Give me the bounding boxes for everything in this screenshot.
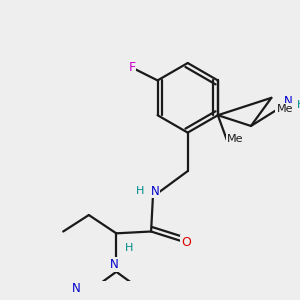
Text: N: N: [72, 282, 81, 295]
Text: Me: Me: [277, 103, 293, 114]
Text: O: O: [181, 236, 191, 249]
Text: N: N: [110, 258, 119, 271]
Text: F: F: [128, 61, 136, 74]
Text: N: N: [150, 185, 159, 198]
Text: H: H: [125, 243, 133, 253]
Text: H: H: [296, 100, 300, 110]
Text: N: N: [284, 95, 292, 108]
Text: H: H: [136, 186, 144, 196]
Text: Me: Me: [227, 134, 243, 144]
